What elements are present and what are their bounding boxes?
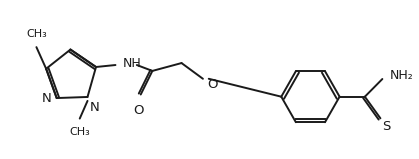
Text: S: S xyxy=(383,120,391,133)
Text: O: O xyxy=(207,78,217,91)
Text: N: N xyxy=(90,101,99,114)
Text: N: N xyxy=(42,92,52,105)
Text: NH: NH xyxy=(123,57,142,69)
Text: CH₃: CH₃ xyxy=(26,29,47,39)
Text: NH₂: NH₂ xyxy=(390,69,414,82)
Text: CH₃: CH₃ xyxy=(70,127,90,137)
Text: O: O xyxy=(134,104,144,117)
